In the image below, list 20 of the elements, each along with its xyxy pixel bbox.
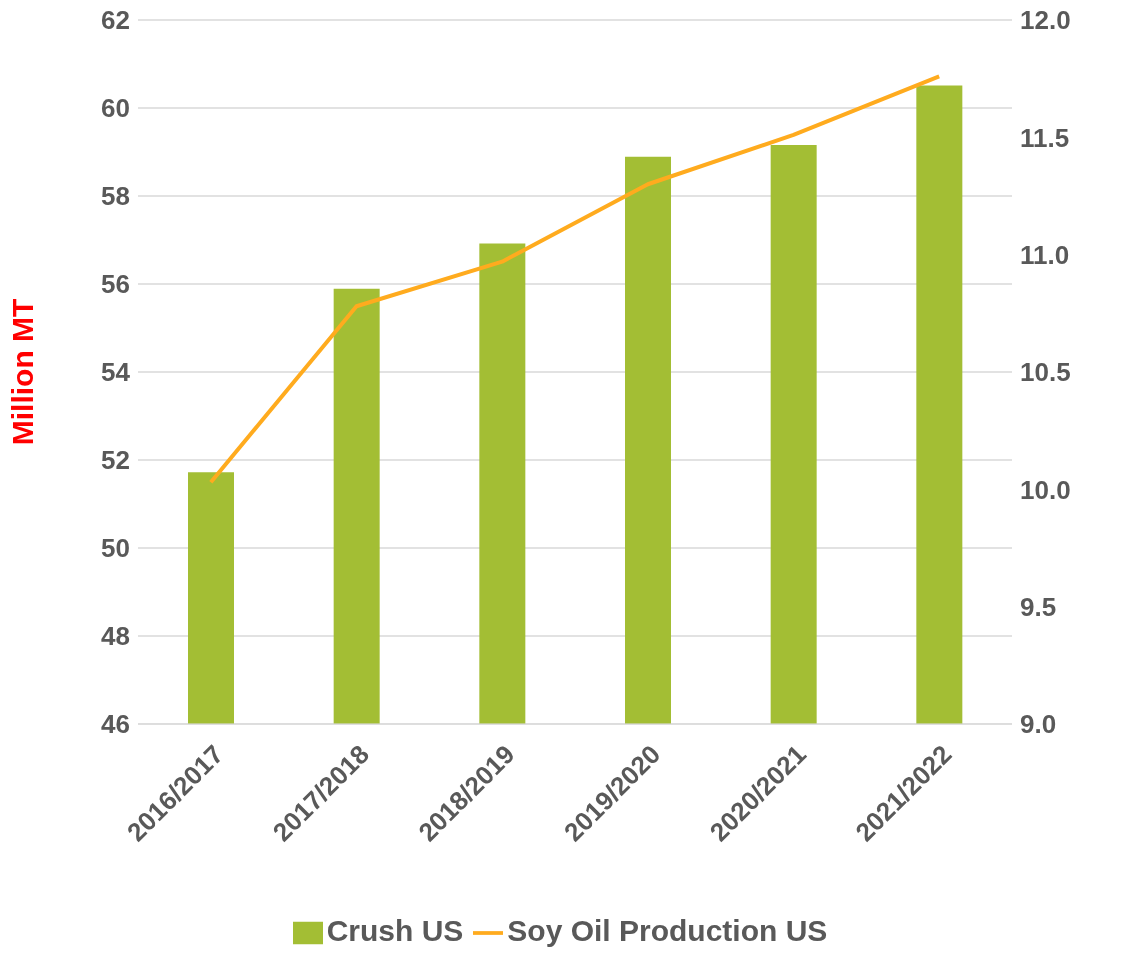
y-tick-label: 56 (101, 269, 130, 300)
y-tick-label: 54 (101, 357, 131, 388)
y-axis-title: Million MT (5, 298, 39, 446)
legend-label: Crush US (326, 913, 464, 947)
y-tick-label: 58 (101, 181, 130, 212)
y2-tick-label: 10.0 (1020, 474, 1071, 505)
y-tick-label: 62 (101, 5, 130, 36)
y-tick-label: 60 (101, 93, 130, 124)
y2-tick-label: 9.0 (1020, 709, 1057, 740)
y-tick-label: 52 (101, 445, 130, 476)
legend-label: Soy Oil Production US (507, 913, 828, 947)
y-tick-label: 48 (101, 621, 130, 652)
y2-tick-label: 10.5 (1020, 357, 1071, 388)
y2-tick-label: 11.5 (1020, 122, 1070, 153)
y2-tick-label: 12.0 (1020, 5, 1071, 36)
y-tick-label: 50 (101, 533, 130, 564)
y-tick-label: 46 (101, 709, 130, 740)
y2-tick-label: 11.0 (1020, 239, 1070, 270)
y2-tick-label: 9.5 (1020, 591, 1057, 622)
line-series (208, 74, 942, 485)
